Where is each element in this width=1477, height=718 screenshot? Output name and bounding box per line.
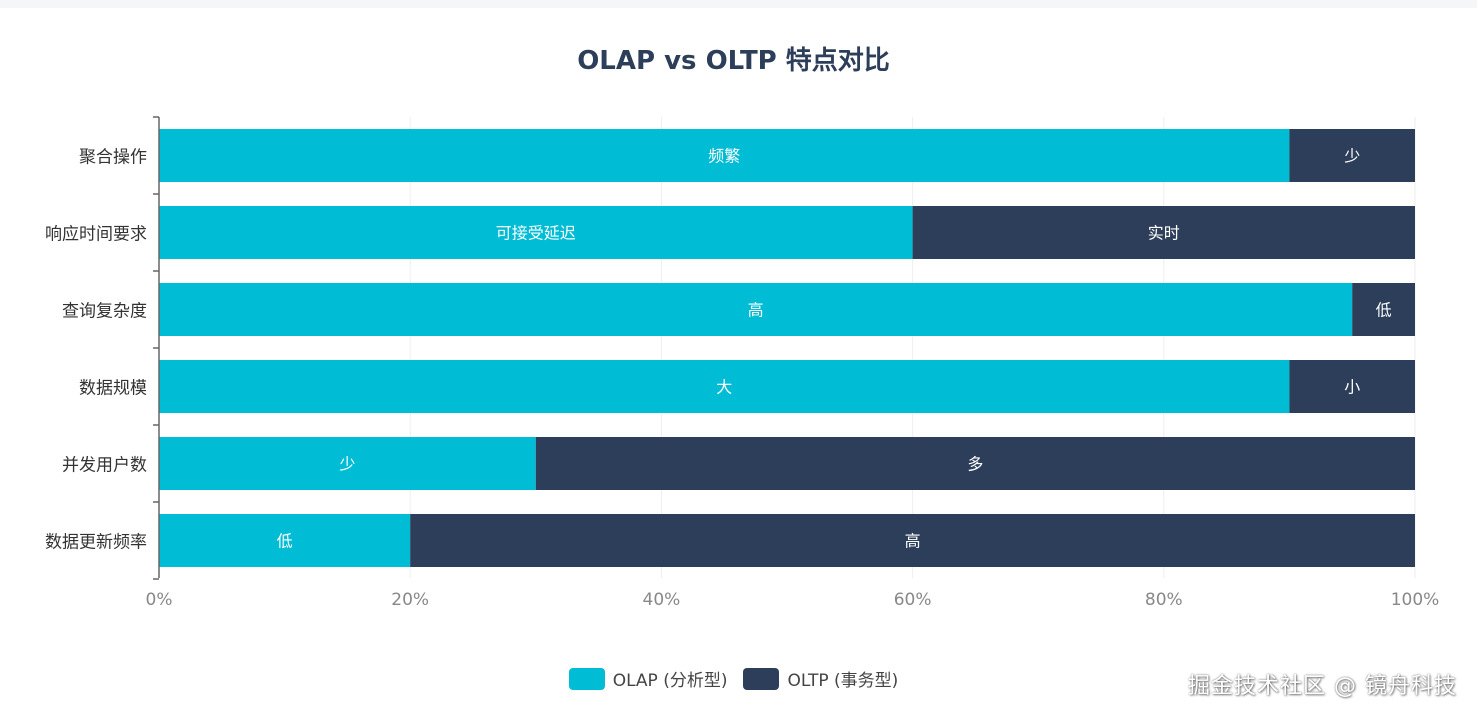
legend-item-olap[interactable]: OLAP (分析型): [568, 666, 728, 691]
legend-label-olap: OLAP (分析型): [612, 671, 728, 691]
category-label: 并发用户数: [62, 456, 147, 476]
x-tick-label: 80%: [1145, 590, 1183, 610]
bar-data-label: 少: [1344, 147, 1360, 166]
bar-oltp[interactable]: [535, 437, 1415, 490]
bar-data-label: 小: [1344, 378, 1360, 397]
legend-swatch-olap: [568, 667, 605, 690]
bar-oltp[interactable]: [912, 206, 1415, 259]
bar-data-label: 高: [748, 301, 764, 320]
top-strip: [0, 0, 1477, 8]
bar-data-label: 高: [905, 532, 921, 551]
category-label: 响应时间要求: [45, 225, 147, 245]
legend: OLAP (分析型) OLTP (事务型): [0, 666, 1467, 691]
legend-item-oltp[interactable]: OLTP (事务型): [743, 666, 898, 691]
bar-data-label: 实时: [1148, 224, 1180, 243]
watermark: 掘金技术社区 @ 镜舟科技: [1188, 674, 1457, 699]
x-tick-label: 100%: [1391, 590, 1440, 610]
legend-swatch-oltp: [743, 667, 780, 690]
bar-data-label: 低: [1376, 301, 1392, 320]
chart-title: OLAP vs OLTP 特点对比: [577, 46, 890, 76]
category-label: 数据规模: [79, 379, 147, 399]
bar-olap[interactable]: [159, 437, 536, 490]
bar-oltp[interactable]: [1289, 129, 1415, 182]
bar-data-label: 大: [716, 378, 732, 397]
bar-olap[interactable]: [159, 206, 913, 259]
bar-data-label: 少: [339, 455, 355, 474]
category-label: 查询复杂度: [62, 302, 147, 322]
bar-oltp[interactable]: [1352, 283, 1415, 336]
bar-data-label: 可接受延迟: [496, 224, 576, 243]
category-label: 数据更新频率: [45, 533, 147, 553]
x-tick-label: 40%: [643, 590, 681, 610]
bar-olap[interactable]: [159, 514, 411, 567]
category-label: 聚合操作: [79, 148, 147, 168]
x-tick-label: 0%: [146, 590, 173, 610]
bar-olap[interactable]: [159, 283, 1353, 336]
bar-oltp[interactable]: [1289, 360, 1415, 413]
x-tick-label: 60%: [894, 590, 932, 610]
bar-data-label: 多: [967, 455, 983, 474]
bar-olap[interactable]: [159, 360, 1290, 413]
bar-data-label: 低: [277, 532, 293, 551]
bar-data-label: 频繁: [708, 147, 740, 166]
bar-olap[interactable]: [159, 129, 1290, 182]
x-tick-label: 20%: [391, 590, 429, 610]
legend-label-oltp: OLTP (事务型): [787, 671, 899, 691]
bar-oltp[interactable]: [410, 514, 1415, 567]
